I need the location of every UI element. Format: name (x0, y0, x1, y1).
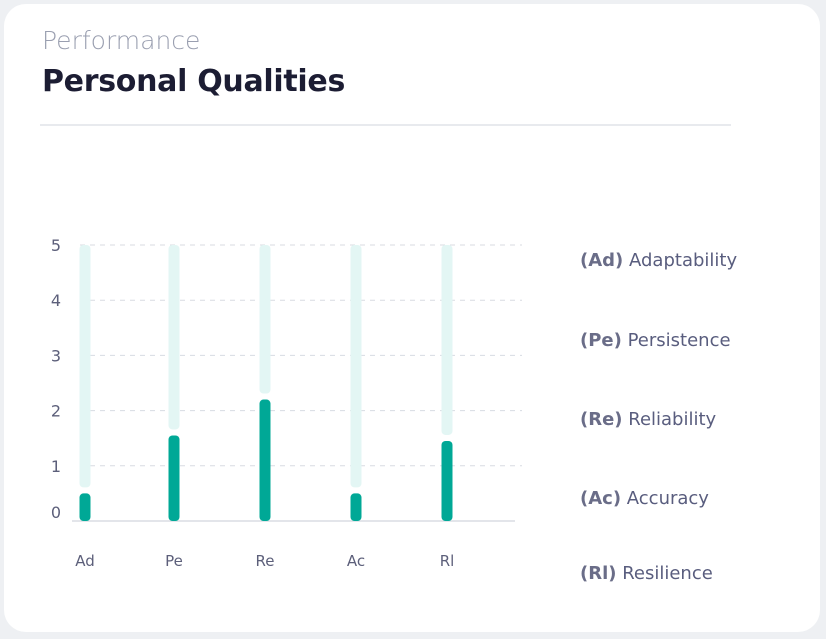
bar-track (350, 245, 362, 488)
bar[interactable] (350, 493, 362, 521)
bar-track (259, 245, 271, 394)
legend-item: (Ad) Adaptability (580, 250, 737, 271)
legend-item: (Rl) Resilience (580, 563, 713, 584)
legend-abbr: (Rl) (580, 563, 617, 584)
legend-label: Resilience (616, 563, 713, 584)
y-tick-label: 5 (51, 236, 61, 255)
legend-abbr: (Ac) (580, 488, 622, 509)
legend-label: Persistence (621, 330, 731, 351)
x-tick-label: Re (256, 552, 275, 570)
y-tick-label: 4 (51, 291, 61, 310)
card-subtitle: Performance (42, 26, 201, 55)
legend-abbr: (Ad) (580, 250, 624, 271)
bar[interactable] (259, 399, 271, 521)
x-tick-label: Rl (440, 552, 455, 570)
legend-abbr: (Re) (580, 409, 623, 430)
legend-label: Adaptability (623, 250, 738, 271)
x-tick-label: Pe (165, 552, 183, 570)
x-tick-label: Ac (347, 552, 365, 570)
bar-track (168, 245, 180, 430)
legend-item: (Re) Reliability (580, 409, 716, 430)
y-tick-label: 1 (51, 457, 61, 476)
bar-track (79, 245, 91, 488)
legend-item: (Ac) Accuracy (580, 488, 709, 509)
y-tick-label: 0 (51, 503, 61, 522)
y-tick-label: 3 (51, 346, 61, 365)
legend-label: Reliability (622, 409, 717, 430)
legend-item: (Pe) Persistence (580, 330, 731, 351)
bar[interactable] (441, 440, 453, 521)
bar[interactable] (79, 493, 91, 521)
bar[interactable] (168, 435, 180, 521)
y-tick-label: 2 (51, 402, 61, 421)
card-title: Personal Qualities (42, 64, 346, 99)
legend-abbr: (Pe) (580, 330, 622, 351)
x-tick-label: Ad (75, 552, 95, 570)
legend-label: Accuracy (621, 488, 709, 509)
header-divider (40, 124, 731, 126)
bar-track (441, 245, 453, 435)
chart-card (4, 4, 820, 632)
